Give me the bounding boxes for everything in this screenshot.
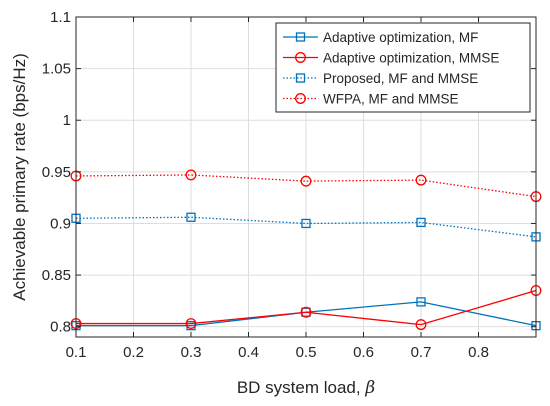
legend-label: Proposed, MF and MMSE — [323, 71, 478, 86]
series-layer — [70, 169, 542, 331]
y-tick-label: 1.1 — [50, 9, 71, 26]
y-tick-label: 0.95 — [42, 164, 71, 181]
x-axis-ticks: 0.1 0.2 0.3 0.4 0.5 0.6 0.7 0.8 — [66, 17, 489, 361]
legend-box — [275, 22, 531, 113]
x-tick-label: 0.3 — [181, 344, 202, 361]
y-tick-label: 1 — [63, 112, 71, 129]
legend-item: WFPA, MF and MMSE — [283, 92, 459, 107]
legend: Adaptive optimization, MF Adaptive optimi… — [275, 22, 531, 113]
y-tick-label: 0.9 — [50, 215, 71, 232]
y-tick-label: 1.05 — [42, 61, 71, 78]
data-point — [186, 212, 196, 222]
x-axis-label-symbol: β — [364, 378, 375, 398]
legend-item: Proposed, MF and MMSE — [283, 71, 478, 86]
data-point — [185, 318, 197, 330]
legend-marker — [295, 32, 306, 42]
legend-item: Adaptive optimization, MF — [283, 30, 478, 45]
x-tick-label: 0.8 — [468, 344, 489, 361]
y-tick-label: 0.8 — [50, 319, 71, 336]
data-point — [416, 217, 426, 228]
x-tick-label: 0.5 — [296, 344, 317, 361]
series-2 — [70, 285, 542, 331]
legend-marker — [295, 52, 306, 63]
legend-marker — [295, 93, 306, 104]
x-tick-label: 0.2 — [123, 344, 144, 361]
x-axis-label-text: BD system load, — [237, 378, 366, 397]
data-point — [415, 319, 427, 331]
x-tick-label: 0.4 — [238, 344, 259, 361]
x-tick-label: 0.7 — [411, 344, 432, 361]
legend-label: Adaptive optimization, MF — [323, 30, 478, 45]
data-point — [300, 306, 312, 318]
y-tick-label: 0.85 — [42, 267, 71, 284]
legend-label: WFPA, MF and MMSE — [323, 92, 459, 107]
data-point — [415, 174, 427, 186]
x-tick-label: 0.6 — [353, 344, 374, 361]
series-line — [76, 289, 537, 326]
y-axis-label: Achievable primary rate (bps/Hz) — [10, 53, 29, 301]
x-tick-label: 0.1 — [66, 344, 87, 361]
legend-marker — [295, 73, 306, 83]
x-axis-label: BD system load, β — [237, 378, 376, 398]
y-axis-ticks: 0.8 0.85 0.9 0.95 1 1.05 1.1 — [42, 9, 536, 336]
data-point — [300, 175, 312, 187]
data-point — [301, 218, 311, 229]
legend-item: Adaptive optimization, MMSE — [283, 51, 499, 66]
data-point — [185, 169, 197, 181]
data-point — [416, 297, 426, 307]
legend-label: Adaptive optimization, MMSE — [323, 51, 499, 66]
